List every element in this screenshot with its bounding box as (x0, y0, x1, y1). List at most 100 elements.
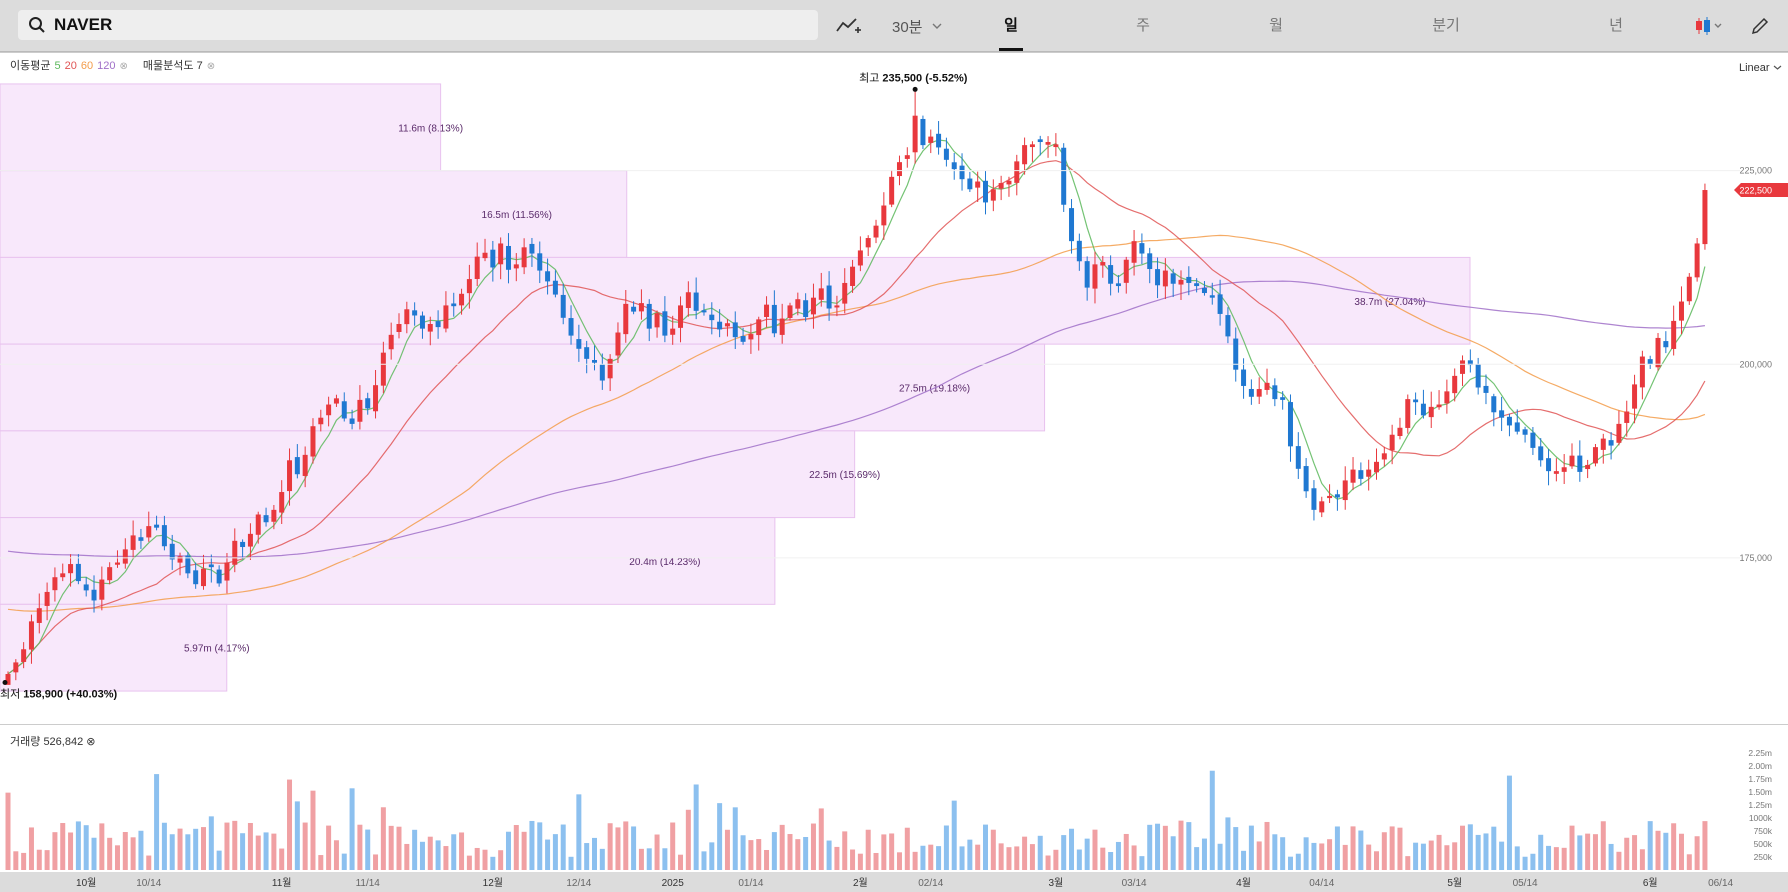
date-tick-label: 10월 (76, 877, 96, 889)
volume-bar (889, 833, 895, 870)
candle-body (99, 579, 105, 600)
candle-body (1600, 438, 1606, 450)
close-profile-icon[interactable]: ⊗ (206, 61, 216, 72)
candle-body (263, 515, 269, 523)
symbol-search[interactable]: NAVER (18, 10, 818, 40)
volume-bar (748, 840, 754, 870)
volume-bar (1475, 834, 1481, 870)
candle-body (1592, 447, 1598, 464)
volume-bar (1389, 826, 1395, 870)
volume-bar (83, 825, 89, 870)
volume-bar (1358, 830, 1364, 870)
volume-bar (154, 774, 160, 870)
candle-body (1108, 265, 1114, 284)
candle-body (834, 305, 840, 308)
volume-bar (279, 848, 285, 870)
pencil-icon[interactable] (1750, 16, 1770, 36)
drawing-tool-icon[interactable] (836, 16, 862, 36)
volume-bar (670, 822, 676, 870)
close-ma-icon[interactable]: ⊗ (119, 61, 128, 72)
candle-type-icon[interactable] (1694, 16, 1724, 36)
candle-body (1287, 402, 1293, 447)
candle-body (333, 398, 339, 404)
date-tick-label: 03/14 (1122, 878, 1147, 889)
candle-body (685, 292, 691, 308)
candle-body (1045, 142, 1051, 145)
chevron-down-icon[interactable] (932, 22, 942, 30)
candle-body (764, 304, 770, 317)
candle-body (169, 543, 175, 560)
close-volume-icon[interactable]: ⊗ (86, 736, 96, 748)
volume-bar (263, 832, 269, 870)
scale-mode-toggle[interactable]: Linear (1739, 62, 1782, 74)
volume-bar (326, 825, 332, 870)
candle-body (1139, 243, 1145, 254)
volume-bar (294, 801, 300, 870)
volume-bar (1397, 827, 1403, 870)
candle-body (592, 360, 597, 363)
candle-body (1491, 396, 1497, 413)
date-tick-label: 04/14 (1309, 878, 1334, 889)
volume-bar (623, 821, 629, 870)
candle-body (1334, 494, 1340, 498)
volume-tick-label: 1.25m (1748, 800, 1772, 810)
ma-60: 60 (80, 60, 94, 72)
candle-body (373, 385, 379, 412)
tab-daily[interactable]: 일 (1004, 17, 1018, 34)
date-tick-label: 12월 (483, 877, 503, 889)
volume-bar (373, 854, 379, 870)
volume-bar (107, 837, 113, 870)
volume-bar (1147, 824, 1153, 870)
volume-bar (240, 833, 246, 870)
volume-bar (1076, 849, 1082, 870)
volume-bar (1632, 835, 1638, 870)
candle-body (1694, 243, 1700, 278)
tab-yearly[interactable]: 년 (1609, 17, 1623, 34)
candle-body (318, 417, 324, 425)
candle-body (568, 318, 574, 336)
candle-body (670, 328, 676, 335)
candle-body (521, 247, 527, 268)
candle-body (967, 178, 973, 190)
volume-bar (998, 843, 1004, 870)
volume-bar (1608, 843, 1614, 870)
candle-body (920, 118, 926, 146)
candle-body (224, 562, 230, 581)
ma-20-line (7, 160, 1706, 675)
volume-bar (1186, 822, 1192, 870)
candle-body (193, 570, 199, 585)
volume-profile-bar (0, 430, 856, 519)
candle-body (646, 303, 652, 329)
candle-body (1397, 427, 1403, 437)
volume-bar (1483, 833, 1489, 870)
candle-body (505, 245, 511, 270)
candle-body (380, 352, 386, 386)
interval-selector[interactable]: 30분 (892, 19, 923, 36)
candle-body (904, 155, 910, 159)
candle-body (1201, 287, 1207, 294)
volume-bar (920, 845, 926, 870)
volume-bar (904, 827, 910, 870)
volume-bar (607, 823, 613, 870)
volume-bar (341, 853, 347, 870)
candle-body (576, 339, 582, 349)
volume-bar (349, 788, 355, 870)
volume-bar (850, 849, 856, 870)
candle-body (341, 401, 347, 419)
candle-body (1162, 270, 1168, 287)
volume-bar (1287, 856, 1293, 870)
tab-monthly[interactable]: 월 (1269, 17, 1283, 34)
candle-body (1374, 461, 1379, 473)
volume-bar (459, 832, 465, 870)
candle-body (1460, 360, 1466, 374)
tab-quarterly[interactable]: 분기 (1432, 17, 1460, 34)
candle-body (1585, 464, 1591, 470)
volume-bar (1209, 770, 1215, 870)
volume-bar (1420, 843, 1426, 870)
volume-bar (1678, 833, 1684, 870)
volume-bar (302, 822, 308, 870)
tab-weekly[interactable]: 주 (1136, 17, 1150, 34)
volume-bar (701, 851, 707, 870)
